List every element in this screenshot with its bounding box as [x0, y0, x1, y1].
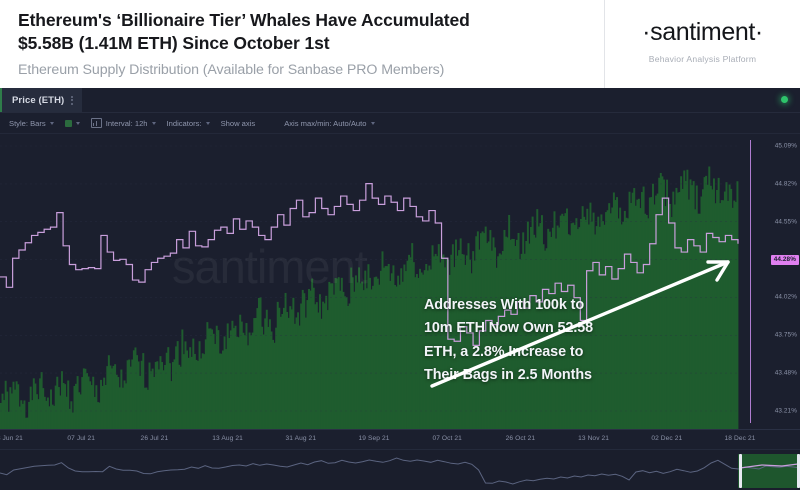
- trend-arrow-icon: [430, 260, 730, 388]
- tab-price-eth-label: Price (ETH): [12, 94, 65, 106]
- chevron-down-icon[interactable]: [370, 121, 375, 125]
- navigator-handle-left[interactable]: [739, 454, 742, 488]
- show-axis-control[interactable]: Show axis: [221, 119, 256, 128]
- page-title: Ethereum's ‘Billionaire Tier’ Whales Hav…: [18, 10, 470, 54]
- brand-block: ·santiment· Behavior Analysis Platform: [604, 0, 800, 88]
- y-axis-tick: 44.02%: [774, 293, 797, 301]
- x-axis-tick: 02 Dec 21: [651, 435, 683, 442]
- axis-minmax-label: Axis max/min: Auto/Auto: [284, 118, 367, 128]
- santiment-logo: ·santiment·: [642, 18, 763, 46]
- chart-svg: [0, 145, 739, 429]
- y-axis-current-value: 44.28%: [770, 254, 799, 265]
- kebab-menu-icon[interactable]: [71, 95, 74, 105]
- tab-price-eth[interactable]: Price (ETH): [0, 88, 83, 112]
- chart-app: Price (ETH) Style: Bars Interval: 12h In…: [0, 88, 800, 490]
- y-axis-rule: [750, 140, 751, 423]
- page-subtitle: Ethereum Supply Distribution (Available …: [18, 62, 445, 79]
- color-swatch-icon[interactable]: [64, 119, 72, 127]
- x-axis: 18 Jun 21 07 Jul 21 26 Jul 21 13 Aug 21 31 A…: [0, 429, 800, 449]
- x-axis-tick: 07 Oct 21: [432, 435, 462, 442]
- style-label: Style: Bars: [9, 118, 46, 128]
- navigator-selection-window[interactable]: [738, 454, 800, 488]
- navigator-svg: [0, 454, 800, 488]
- axis-minmax-control[interactable]: Axis max/min: Auto/Auto: [284, 118, 375, 128]
- x-axis-tick: 26 Jul 21: [140, 435, 169, 442]
- y-axis-tick: 44.82%: [774, 180, 797, 188]
- y-axis-tick: 43.21%: [774, 407, 797, 415]
- navigator-handle-right[interactable]: [797, 454, 800, 488]
- chevron-down-icon[interactable]: [151, 121, 156, 125]
- interval-control[interactable]: Interval: 12h: [90, 118, 156, 128]
- x-axis-tick: 18 Jun 21: [0, 435, 23, 442]
- x-axis-tick: 07 Jul 21: [67, 435, 96, 442]
- bar-chart-icon: [90, 118, 102, 128]
- color-control[interactable]: [64, 119, 80, 127]
- brand-tagline: Behavior Analysis Platform: [648, 54, 757, 64]
- x-axis-tick: 18 Dec 21: [724, 435, 756, 442]
- interval-label: Interval: 12h: [105, 118, 148, 128]
- y-axis-tick: 45.09%: [774, 142, 797, 150]
- status-indicator-dot: [781, 96, 788, 103]
- range-navigator[interactable]: [0, 449, 800, 490]
- chevron-down-icon[interactable]: [75, 121, 80, 125]
- chevron-down-icon[interactable]: [205, 121, 210, 125]
- y-axis-tick: 43.48%: [774, 369, 797, 377]
- chevron-down-icon[interactable]: [49, 121, 54, 125]
- y-axis[interactable]: 45.09% 44.82% 44.55% 44.28% 44.02% 43.75% 43.4…: [738, 134, 800, 429]
- x-axis-tick: 26 Oct 21: [505, 435, 536, 442]
- indicators-label: Indicators:: [166, 118, 202, 128]
- x-axis-tick: 13 Aug 21: [212, 435, 243, 442]
- chart-toolbar: Style: Bars Interval: 12h Indicators: Sh…: [0, 113, 800, 134]
- x-axis-tick: 19 Sep 21: [358, 435, 390, 442]
- indicators-control[interactable]: Indicators:: [167, 119, 210, 128]
- x-axis-tick: 31 Aug 21: [285, 435, 317, 442]
- style-control[interactable]: Style: Bars: [9, 119, 54, 128]
- y-axis-tick: 43.75%: [774, 331, 797, 339]
- header-text-block: Ethereum's ‘Billionaire Tier’ Whales Hav…: [0, 0, 604, 88]
- panel-header: Price (ETH): [0, 88, 800, 113]
- chart-plot-area[interactable]: santiment Addresses With 100k to 10m ETH…: [0, 134, 800, 429]
- page-header: Ethereum's ‘Billionaire Tier’ Whales Hav…: [0, 0, 800, 88]
- x-axis-tick: 13 Nov 21: [578, 435, 610, 442]
- show-axis-label: Show axis: [220, 118, 256, 128]
- y-axis-tick: 44.55%: [774, 218, 797, 226]
